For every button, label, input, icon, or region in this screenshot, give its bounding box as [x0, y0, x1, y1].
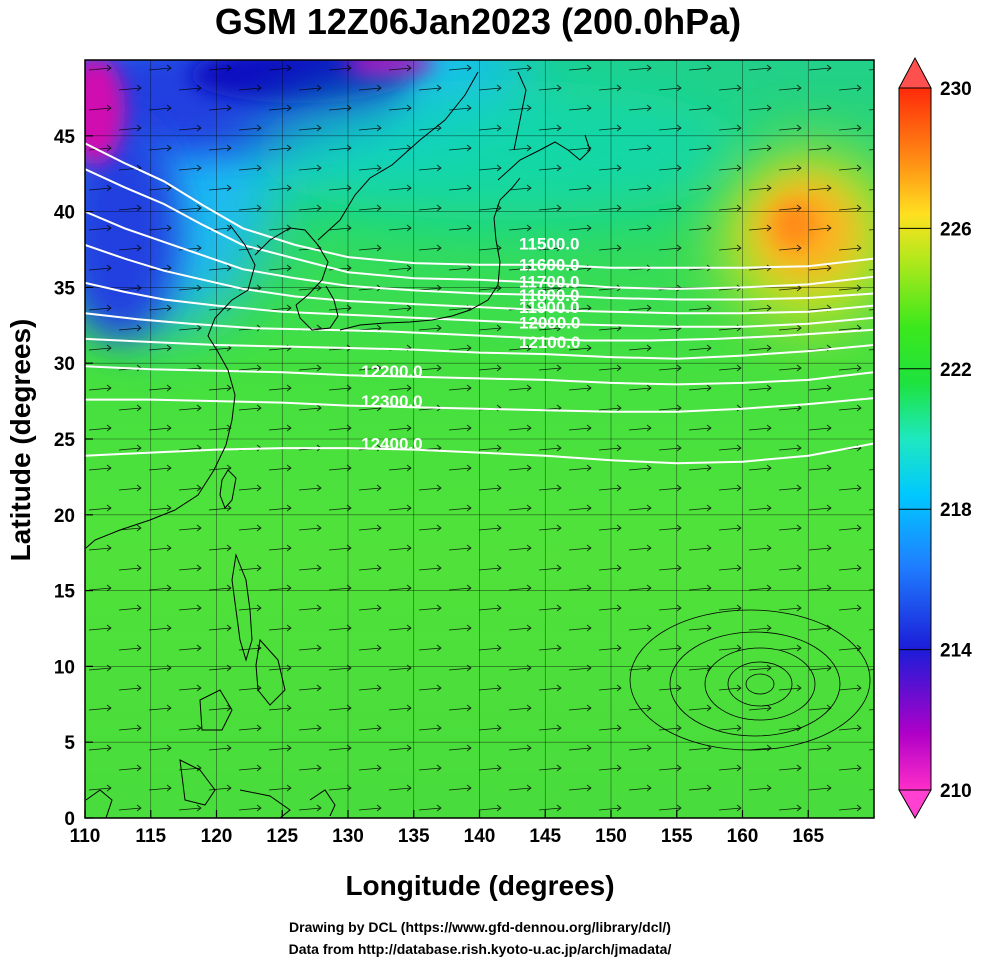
y-tick-label: 40	[54, 203, 75, 224]
colorbar-extend-bottom	[898, 789, 932, 820]
x-tick-label: 110	[70, 826, 101, 847]
height-contour	[85, 397, 874, 413]
height-contour	[85, 210, 874, 301]
x-tick-label: 160	[727, 826, 759, 847]
height-contour-label: 12400.0	[361, 435, 422, 454]
x-tick-label: 130	[332, 826, 364, 847]
height-contour	[85, 281, 874, 328]
height-contour	[85, 142, 874, 269]
x-tick-label: 165	[792, 826, 824, 847]
credit-line-2: Data from http://database.rish.kyoto-u.a…	[289, 941, 672, 957]
y-tick-label: 0	[64, 809, 75, 830]
x-tick-label: 125	[266, 826, 298, 847]
height-contour-label: 11800.0	[519, 286, 580, 305]
x-tick-label: 155	[661, 826, 693, 847]
height-contour	[85, 365, 874, 386]
y-tick-label: 20	[54, 506, 75, 527]
x-tick-label: 145	[529, 826, 561, 847]
colorbar-tick-label: 230	[940, 79, 972, 100]
x-tick-label: 140	[464, 826, 496, 847]
height-contour-label: 11700.0	[519, 272, 580, 291]
vortex	[629, 609, 871, 751]
y-tick-label: 35	[54, 278, 76, 299]
colorbar-scale	[898, 87, 932, 791]
height-contour	[85, 337, 874, 360]
x-tick-labels: 110 115 120 125 130 135 140 145 150 155 160 165	[70, 810, 825, 847]
colorbar-extend-top	[898, 56, 932, 89]
credit-line-1: Drawing by DCL (https://www.gfd-dennou.o…	[289, 919, 671, 935]
colorbar-tick-label: 222	[940, 360, 972, 381]
y-tick-label: 15	[54, 582, 76, 603]
y-tick-label: 45	[54, 127, 76, 148]
height-contour	[85, 442, 874, 465]
grid-lines	[85, 60, 874, 818]
x-tick-label: 135	[398, 826, 430, 847]
map-title: GSM 12Z06Jan2023 (200.0hPa)	[215, 1, 741, 42]
height-contour-label: 11600.0	[519, 256, 580, 275]
x-tick-label: 150	[595, 826, 627, 847]
x-tick-label: 115	[135, 826, 166, 847]
x-tick-label: 120	[201, 826, 233, 847]
height-contours: 11500.0 11600.011700.011800.011900.012000…	[85, 142, 874, 465]
colorbar: 230 226 222 218 214 210	[898, 56, 972, 820]
y-tick-label: 5	[64, 733, 75, 754]
height-contour-label: 12300.0	[361, 392, 422, 411]
height-contour	[85, 312, 874, 342]
colorbar-tick-label: 210	[940, 781, 972, 802]
y-tick-label: 10	[54, 657, 75, 678]
colorbar-ticks: 230 226 222 218 214 210	[899, 79, 972, 802]
y-tick-labels: 0 5 10 15 20 25 30 35 40 45	[54, 127, 93, 830]
height-contour-label: 11900.0	[519, 298, 580, 317]
height-contour-label: 12200.0	[361, 362, 422, 381]
y-tick-label: 30	[54, 354, 75, 375]
colorbar-tick-label: 214	[940, 641, 972, 662]
height-contour-label: 12100.0	[519, 333, 580, 352]
x-axis-label: Longitude (degrees)	[345, 870, 614, 901]
height-contour	[85, 168, 874, 290]
height-contour-label: 11500.0	[519, 235, 580, 254]
colorbar-tick-label: 226	[940, 219, 972, 240]
colorbar-tick-label: 218	[940, 500, 972, 521]
height-contour-label: 12000.0	[519, 313, 580, 332]
y-axis-label: Latitude (degrees)	[5, 319, 36, 562]
height-contour	[85, 244, 874, 315]
coastlines	[85, 71, 591, 818]
y-tick-label: 25	[54, 430, 76, 451]
